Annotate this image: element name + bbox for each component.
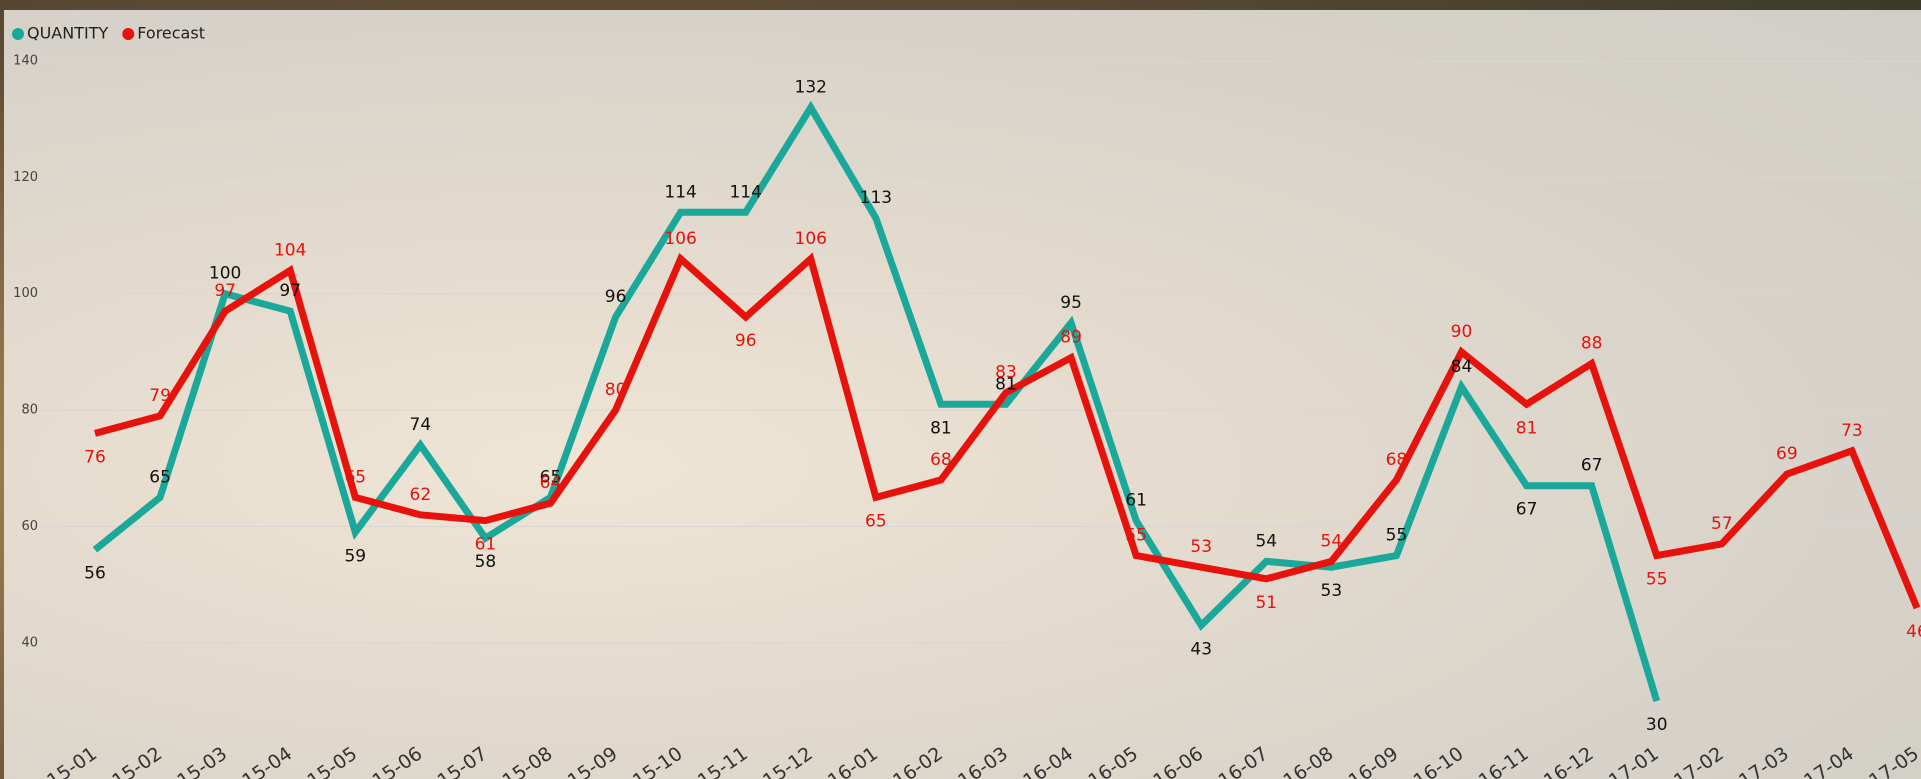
y-tick-label: 40 bbox=[21, 635, 38, 650]
data-label: 104 bbox=[274, 240, 306, 260]
data-label: 58 bbox=[475, 552, 497, 572]
data-label: 55 bbox=[1125, 526, 1147, 546]
plot-panel bbox=[4, 10, 1921, 779]
data-label: 81 bbox=[930, 418, 952, 438]
data-label: 97 bbox=[214, 281, 236, 301]
data-label: 76 bbox=[84, 447, 106, 467]
data-label: 74 bbox=[410, 415, 432, 435]
page: 4060801001201402015-012015-022015-032015… bbox=[0, 0, 1921, 779]
legend-marker bbox=[12, 28, 24, 40]
data-label: 61 bbox=[475, 535, 497, 555]
data-label: 65 bbox=[865, 511, 887, 531]
data-label: 89 bbox=[1060, 328, 1082, 348]
data-label: 95 bbox=[1060, 293, 1082, 313]
data-label: 67 bbox=[1516, 500, 1538, 520]
y-tick-label: 60 bbox=[21, 519, 38, 534]
data-label: 62 bbox=[410, 485, 432, 505]
data-label: 88 bbox=[1581, 334, 1603, 354]
data-label: 67 bbox=[1581, 456, 1603, 476]
data-label: 80 bbox=[605, 380, 627, 400]
legend-marker bbox=[122, 28, 134, 40]
data-label: 96 bbox=[735, 331, 757, 351]
data-label: 59 bbox=[344, 546, 366, 566]
data-label: 83 bbox=[995, 363, 1017, 383]
data-label: 84 bbox=[1451, 357, 1473, 377]
data-label: 90 bbox=[1451, 322, 1473, 342]
data-label: 30 bbox=[1646, 715, 1668, 735]
y-tick-label: 80 bbox=[21, 403, 38, 418]
data-label: 97 bbox=[279, 281, 301, 301]
data-label: 64 bbox=[540, 473, 562, 493]
data-label: 68 bbox=[1386, 450, 1408, 470]
data-label: 114 bbox=[729, 182, 761, 202]
y-tick-label: 120 bbox=[13, 170, 38, 185]
data-label: 55 bbox=[1646, 570, 1668, 590]
data-label: 53 bbox=[1321, 581, 1343, 601]
data-label: 65 bbox=[149, 467, 171, 487]
y-tick-label: 140 bbox=[13, 54, 38, 69]
data-label: 46 bbox=[1906, 622, 1921, 642]
data-label: 113 bbox=[860, 188, 892, 208]
data-label: 106 bbox=[795, 229, 827, 249]
data-label: 132 bbox=[795, 78, 827, 98]
data-label: 51 bbox=[1255, 593, 1277, 613]
data-label: 65 bbox=[344, 467, 366, 487]
data-label: 68 bbox=[930, 450, 952, 470]
data-label: 106 bbox=[664, 229, 696, 249]
data-label: 61 bbox=[1125, 491, 1147, 511]
data-label: 56 bbox=[84, 564, 106, 584]
data-label: 54 bbox=[1321, 531, 1343, 551]
data-label: 81 bbox=[1516, 418, 1538, 438]
legend-label: QUANTITY bbox=[27, 24, 108, 43]
data-label: 57 bbox=[1711, 514, 1733, 534]
data-label: 114 bbox=[664, 182, 696, 202]
chart: 4060801001201402015-012015-022015-032015… bbox=[0, 0, 1921, 779]
y-tick-label: 100 bbox=[13, 286, 38, 301]
data-label: 73 bbox=[1841, 421, 1863, 441]
data-label: 54 bbox=[1255, 531, 1277, 551]
data-label: 43 bbox=[1190, 639, 1212, 659]
data-label: 69 bbox=[1776, 444, 1798, 464]
data-label: 53 bbox=[1190, 537, 1212, 557]
data-label: 79 bbox=[149, 386, 171, 406]
data-label: 96 bbox=[605, 287, 627, 307]
legend-label: Forecast bbox=[137, 24, 205, 43]
data-label: 55 bbox=[1386, 526, 1408, 546]
